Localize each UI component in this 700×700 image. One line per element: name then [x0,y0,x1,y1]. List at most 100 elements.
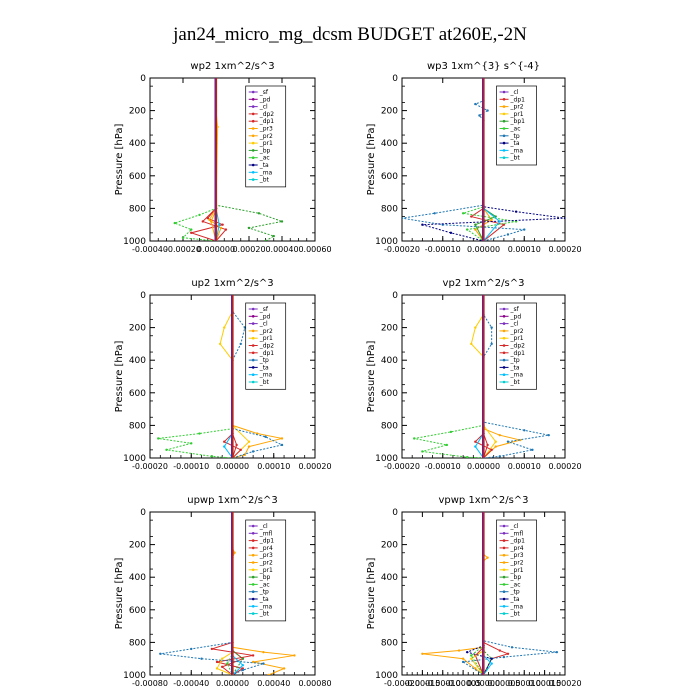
legend-label: _tp [510,357,520,364]
legend-label: _dp2 [259,343,275,350]
series-point-ac [198,213,201,217]
y-tick-label: 600 [129,172,146,182]
x-tick-label: 0.00020 [548,462,581,471]
series-point-ta [421,223,424,226]
legend-marker-ac [251,156,255,159]
legend-marker-pr3 [502,553,506,557]
legend-label: _pr1 [259,140,273,147]
series-point-pr3 [251,660,255,664]
series-point-pr3 [208,218,211,222]
x-tick-label: -0.00005 [445,679,481,688]
series-line-dp1 [201,78,227,241]
chart-title: up2 1xm^2/s^3 [191,278,273,289]
series-point-pr1 [215,667,219,670]
legend-marker-cl [502,524,506,528]
legend-label: _pr2 [510,104,524,111]
y-tick-label: 1000 [123,671,146,681]
series-point-bp [264,239,267,241]
y-tick-label: 600 [381,389,398,399]
chart-panel-0: wp2 1xm^2/s^3 Pressure [hPa] 0 200 400 600 800… [114,61,332,254]
series-point-pr1 [474,326,477,329]
series-point-ac [226,662,229,665]
legend-label: _cl [510,523,519,530]
series-point-ac [466,455,469,458]
series-point-pr2 [486,556,489,559]
x-tick-label: 0.00010 [508,679,541,688]
legend-marker-pr2 [251,561,255,564]
legend-marker-tp [251,590,255,593]
legend-marker-pr1 [502,336,506,340]
y-tick-label: 800 [129,204,146,214]
legend-label: _pr4 [510,545,524,552]
legend-label: _ac [259,581,270,588]
series-point-tp [264,435,267,439]
series-point-ac [466,228,469,231]
legend-marker-dp2 [251,344,255,347]
legend-marker-mfl [502,532,506,535]
legend-marker-ma [502,373,506,377]
y-tick-label: 600 [129,606,146,616]
series-point-tp [531,448,534,452]
legend-marker-pr4 [502,546,506,550]
x-tick-label: 0.00000 [467,245,500,254]
x-tick-label: -0.00020 [384,679,420,688]
legend-marker-bt [251,612,255,615]
y-tick-label: 200 [381,541,398,551]
legend-label: _ma [510,372,524,379]
x-tick-label: -0.00010 [425,245,461,254]
legend-label: _pr4 [259,545,273,552]
legend-marker-bt [502,156,506,159]
y-tick-label: 800 [129,638,146,648]
legend-marker-tp [251,358,255,362]
series-point-tp [555,650,559,654]
legend-label: _bp [259,574,271,581]
series-point-dp1 [486,443,489,447]
legend-label: _bt [259,611,270,618]
legend-marker-dp2 [251,112,255,116]
legend-marker-ma [502,149,506,152]
legend-label: _dp2 [510,343,526,350]
series-point-tp [200,657,203,660]
legend-label: _dp1 [259,118,275,125]
legend-label: _pr3 [259,552,273,559]
legend-marker-pr2 [251,134,255,138]
legend-label: _bp [510,574,522,581]
series-point-tp [280,443,284,447]
series-point-pr3 [267,673,270,675]
series-point-pr1 [218,342,222,346]
legend-marker-tp [502,134,506,138]
chart-title: upwp 1xm^2/s^3 [187,495,277,506]
series-point-ma [223,445,226,448]
series-point-tp [402,216,404,220]
legend-marker-dp1 [502,98,506,101]
series-point-dp1 [470,215,473,218]
series-point-tp [461,660,465,664]
legend-marker-ta [502,597,506,601]
y-tick-label: 200 [381,324,398,334]
legend-marker-cl [251,105,255,108]
chart-title: wp3 1xm^{3} s^{-4} [427,61,540,72]
series-point-ma [218,223,221,226]
legend-marker-ta [502,366,506,369]
legend-marker-bp [251,575,255,579]
series-line-tp [160,512,264,675]
series-point-ac [173,221,176,225]
series-point-tp [506,233,510,236]
x-tick-label: -0.00080 [132,679,168,688]
series-point-bp [280,220,284,223]
y-tick-label: 600 [381,606,398,616]
legend-label: _sf [259,89,269,96]
legend-label: _bt [510,611,521,618]
series-point-ac [165,448,168,452]
series-point-pr2 [209,220,213,223]
legend-label: _pd [259,313,271,320]
series-point-ta [466,650,469,654]
chart-panel-5: vpwp 1xm^2/s^3 Pressure [hPa] 0 200 400 600 80… [366,495,582,688]
y-tick-label: 0 [392,291,398,301]
series-point-ma [474,445,477,448]
legend-label: _dp1 [259,538,275,545]
legend-label: _ac [259,155,270,162]
series-point-pr3 [457,649,461,652]
series-point-pr3 [421,652,424,656]
legend-label: _ta [259,162,269,169]
